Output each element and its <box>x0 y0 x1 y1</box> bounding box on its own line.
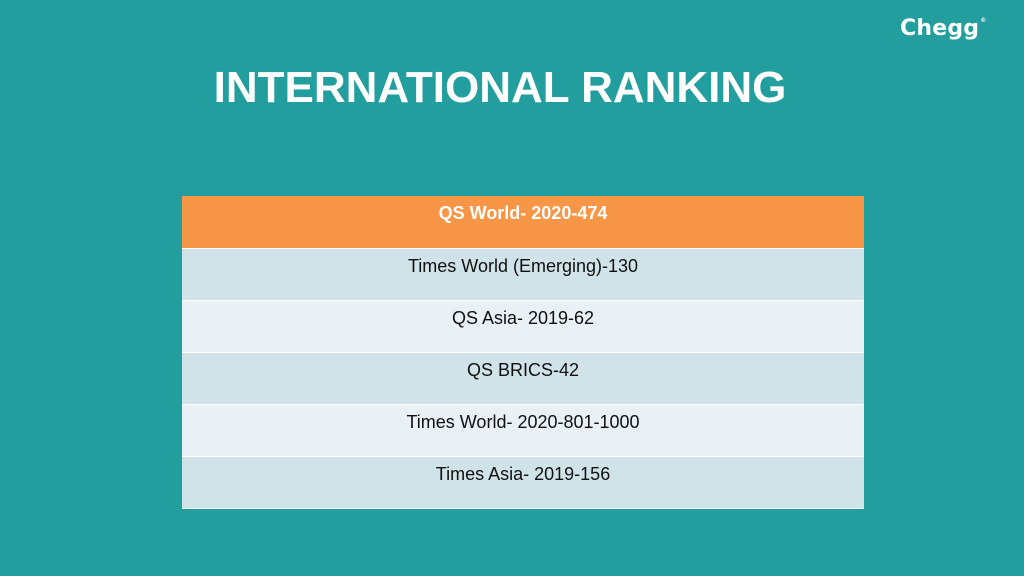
table-cell: Times Asia- 2019-156 <box>182 456 864 509</box>
table-row: Times World- 2020-801-1000 <box>182 404 864 457</box>
table-row: Times Asia- 2019-156 <box>182 456 864 509</box>
table-row: Times World (Emerging)-130 <box>182 248 864 301</box>
table-cell: QS World- 2020-474 <box>182 196 864 249</box>
slide-title: INTERNATIONAL RANKING <box>213 63 787 112</box>
ranking-table: QS World- 2020-474 Times World (Emerging… <box>182 196 864 509</box>
table-header-row: QS World- 2020-474 <box>182 196 864 249</box>
logo-text: Chegg <box>900 16 980 41</box>
logo-trademark: ® <box>980 17 987 24</box>
table-cell: Times World- 2020-801-1000 <box>182 404 864 457</box>
table-row: QS BRICS-42 <box>182 352 864 405</box>
table-cell: Times World (Emerging)-130 <box>182 248 864 301</box>
table-row: QS Asia- 2019-62 <box>182 300 864 353</box>
table-cell: QS BRICS-42 <box>182 352 864 405</box>
table-cell: QS Asia- 2019-62 <box>182 300 864 353</box>
chegg-logo: Chegg® <box>900 18 986 40</box>
